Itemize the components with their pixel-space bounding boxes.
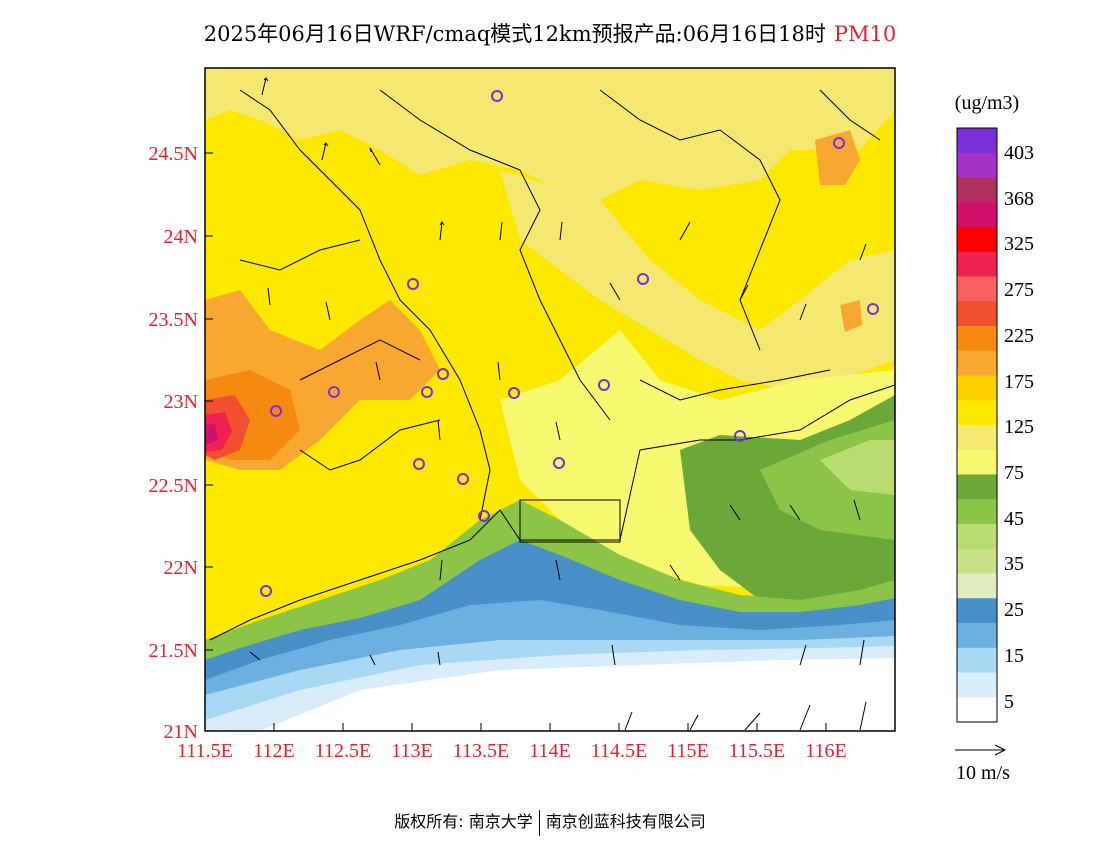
colorbar-segment	[957, 251, 997, 277]
lon-tick-label: 115E	[667, 740, 708, 762]
lon-tick-label: 113.5E	[453, 740, 509, 762]
lat-axis: 24.5N 24N 23.5N 23N 22.5N 22N 21.5N 21N	[149, 143, 198, 743]
legend-label: 15	[1004, 645, 1024, 667]
colorbar-segment	[957, 202, 997, 228]
legend-label: 275	[1004, 279, 1034, 301]
footer-right: 南京创蓝科技有限公司	[545, 812, 706, 831]
colorbar-segment	[957, 647, 997, 673]
legend-labels: 403 368 325 275 225 175 125 75 45 35 25 …	[1004, 142, 1034, 713]
colorbar-segment	[957, 350, 997, 376]
lon-tick-label: 112E	[253, 740, 294, 762]
wind-scale: 10 m/s	[955, 744, 1010, 784]
legend-label: 403	[1004, 142, 1034, 164]
copyright-footer: 版权所有: 南京大学 南京创蓝科技有限公司	[0, 808, 1100, 836]
wind-scale-label: 10 m/s	[956, 762, 1010, 784]
colorbar-segment	[957, 474, 997, 500]
colorbar-segment	[957, 573, 997, 599]
legend-unit: (ug/m3)	[955, 92, 1019, 114]
lat-tick-label: 22N	[164, 557, 198, 579]
legend-label: 368	[1004, 188, 1034, 210]
legend-label: 35	[1004, 553, 1024, 575]
colorbar-frame	[956, 127, 998, 723]
colorbar	[957, 128, 997, 723]
legend-label: 225	[1004, 325, 1034, 347]
variable-name: PM10	[833, 22, 897, 46]
title-text: 2025年06月16日WRF/cmaq模式12km预报产品:06月16日18时	[203, 22, 826, 46]
lon-axis: 111.5E 112E 112.5E 113E 113.5E 114E 114.…	[177, 740, 847, 762]
city-markers	[260, 90, 879, 597]
lat-tick-label: 24.5N	[149, 143, 198, 165]
concentration-field	[205, 68, 895, 731]
colorbar-segment	[957, 400, 997, 426]
lon-tick-label: 114E	[529, 740, 570, 762]
lon-tick-label: 112.5E	[315, 740, 371, 762]
lat-tick-label: 22.5N	[149, 475, 198, 497]
colorbar-segment	[957, 375, 997, 401]
colorbar-segment	[957, 623, 997, 649]
legend-label: 5	[1004, 691, 1014, 713]
colorbar-segment	[957, 227, 997, 253]
footer-left: 版权所有: 南京大学	[394, 812, 533, 831]
colorbar-segment	[957, 128, 997, 154]
colorbar-segment	[957, 449, 997, 475]
lat-tick-label: 23.5N	[149, 309, 198, 331]
legend-label: 75	[1004, 462, 1024, 484]
lat-tick-label: 21N	[164, 721, 198, 743]
lon-tick-label: 113E	[391, 740, 432, 762]
footer-separator	[538, 809, 540, 836]
colorbar-segment	[957, 672, 997, 698]
colorbar-segment	[957, 425, 997, 451]
lon-tick-label: 116E	[805, 740, 846, 762]
lon-tick-label: 115.5E	[729, 740, 785, 762]
colorbar-segment	[957, 499, 997, 525]
wind-vectors	[249, 77, 867, 731]
colorbar-segment	[957, 177, 997, 203]
lon-tick-label: 111.5E	[177, 740, 233, 762]
colorbar-segment	[957, 276, 997, 302]
lat-tick-label: 23N	[164, 391, 198, 413]
legend-label: 45	[1004, 508, 1024, 530]
colorbar-segment	[957, 301, 997, 327]
legend-label: 25	[1004, 599, 1024, 621]
colorbar-segment	[957, 152, 997, 178]
map-title: 2025年06月16日WRF/cmaq模式12km预报产品:06月16日18时 P…	[0, 18, 1100, 48]
lat-tick-label: 24N	[164, 226, 198, 248]
legend-label: 325	[1004, 233, 1034, 255]
colorbar-segment	[957, 524, 997, 550]
lat-tick-label: 21.5N	[149, 640, 198, 662]
colorbar-segment	[957, 548, 997, 574]
colorbar-segment	[957, 598, 997, 624]
legend-label: 175	[1004, 371, 1034, 393]
colorbar-segment	[957, 326, 997, 352]
colorbar-segment	[957, 697, 997, 723]
lon-tick-label: 114.5E	[591, 740, 647, 762]
legend-label: 125	[1004, 416, 1034, 438]
